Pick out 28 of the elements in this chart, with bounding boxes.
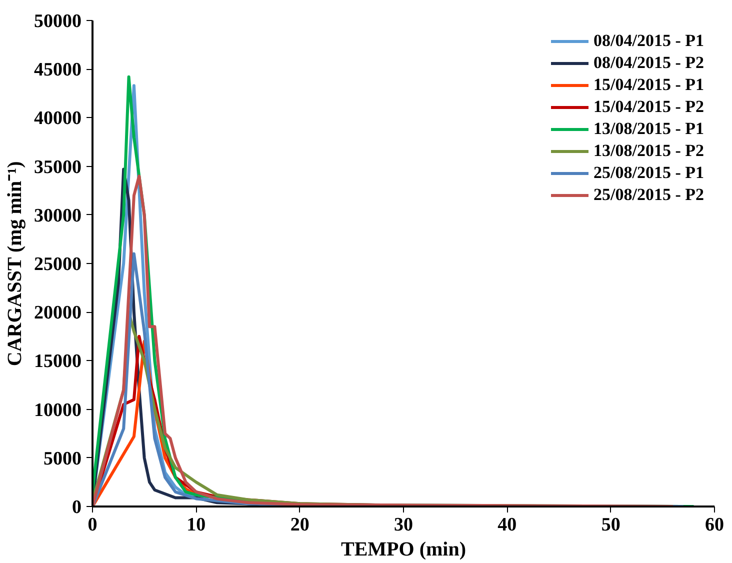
y-tick-label: 0: [72, 497, 82, 518]
y-tick-label: 45000: [34, 60, 82, 81]
y-tick-label: 20000: [34, 302, 82, 324]
y-tick-label: 35000: [34, 156, 82, 178]
y-tick-label: 10000: [34, 400, 82, 421]
x-tick-label: 60: [705, 514, 724, 536]
legend-label: 08/04/2015 - P2: [594, 52, 704, 74]
x-tick-label: 0: [88, 514, 98, 536]
x-axis-title: TEMPO (min): [341, 538, 466, 560]
legend-label: 13/08/2015 - P2: [594, 140, 704, 162]
y-tick-label: 15000: [34, 351, 82, 372]
x-tick-label: 30: [394, 514, 413, 536]
y-axis-title: CARGASST (mg min⁻¹): [4, 161, 26, 366]
y-tick-label: 40000: [34, 108, 82, 130]
x-tick-label: 10: [186, 514, 206, 536]
legend-label: 15/04/2015 - P2: [594, 96, 704, 118]
legend-label: 13/08/2015 - P1: [594, 118, 704, 140]
legend-label: 25/08/2015 - P1: [594, 162, 704, 184]
legend-label: 08/04/2015 - P1: [594, 30, 704, 52]
legend-label: 25/08/2015 - P2: [594, 184, 704, 206]
y-tick-label: 50000: [34, 11, 82, 32]
x-tick-label: 20: [290, 514, 310, 536]
x-tick-label: 40: [498, 514, 517, 536]
y-tick-label: 5000: [44, 448, 82, 470]
legend-label: 15/04/2015 - P1: [594, 74, 704, 96]
y-tick-label: 30000: [34, 205, 82, 226]
x-tick-label: 50: [601, 514, 620, 536]
y-tick-label: 25000: [34, 254, 82, 275]
